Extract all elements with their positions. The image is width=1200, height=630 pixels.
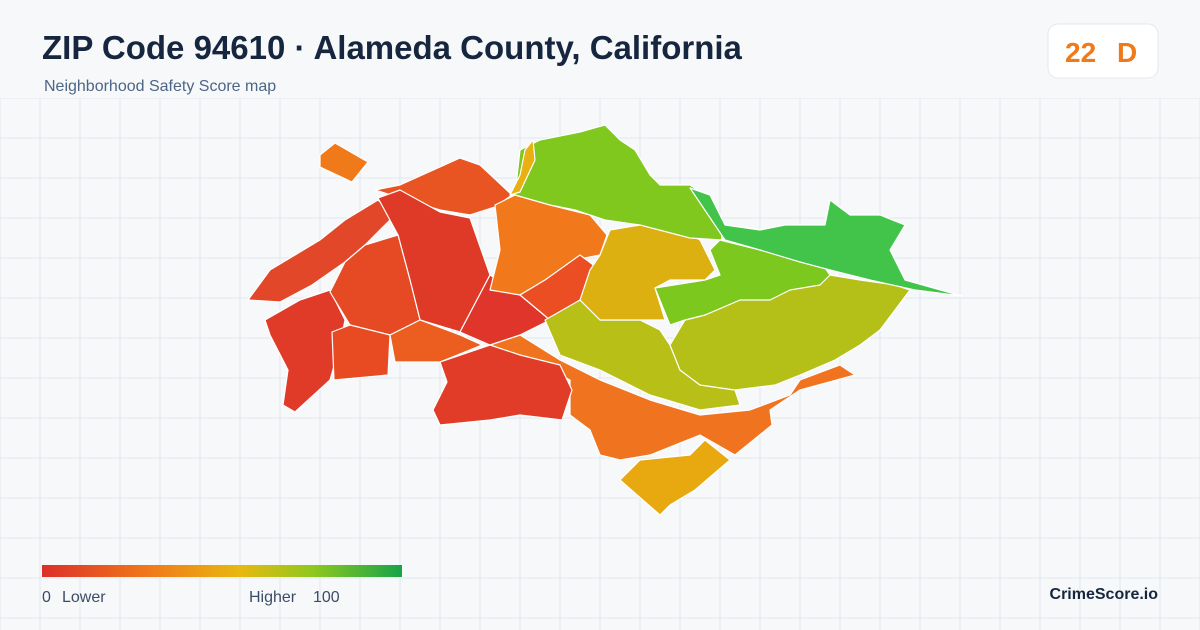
score-grade: D — [1117, 37, 1137, 68]
legend-max: 100 — [313, 589, 340, 606]
brand: CrimeScore.io — [1050, 586, 1159, 603]
legend-min-label: Lower — [62, 589, 106, 606]
score-badge — [1047, 23, 1159, 79]
region — [432, 344, 573, 426]
region — [654, 239, 831, 326]
title: ZIP Code 94610 · Alameda County, Califor… — [42, 29, 743, 66]
subtitle: Neighborhood Safety Score map — [44, 78, 276, 95]
region — [389, 319, 483, 363]
legend-min: 0 — [42, 589, 51, 606]
legend-scale — [42, 565, 402, 577]
region — [509, 139, 536, 196]
region — [689, 187, 963, 297]
score-value: 22 — [1065, 37, 1096, 68]
region — [489, 334, 856, 461]
region — [319, 142, 369, 183]
legend-max-label: Higher — [249, 589, 297, 606]
region — [619, 439, 731, 516]
map-regions — [247, 124, 963, 516]
region — [579, 224, 716, 321]
region — [264, 289, 346, 413]
region — [331, 324, 391, 381]
header-band — [0, 0, 1200, 98]
